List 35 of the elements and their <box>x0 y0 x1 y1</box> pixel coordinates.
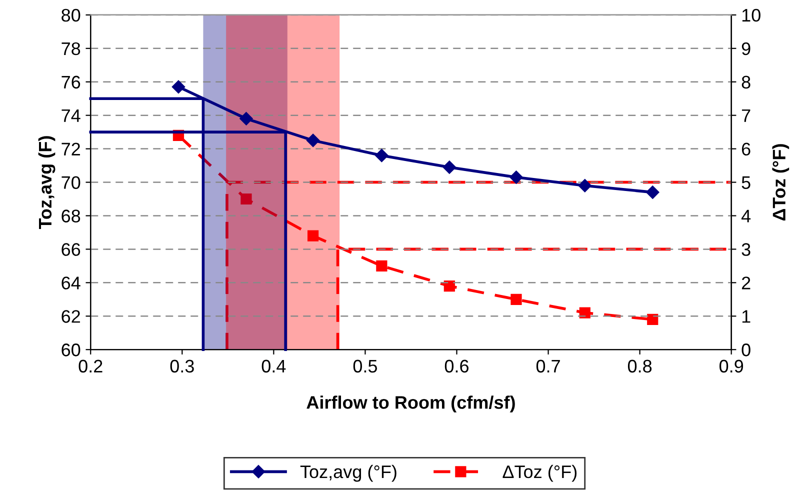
y2-tick-label: 6 <box>742 142 750 156</box>
y-tick-label: 76 <box>62 76 80 89</box>
y2-tick-label: 0 <box>742 344 750 356</box>
x-tick-label: 0.8 <box>628 360 652 373</box>
x-tick-label: 0.7 <box>536 360 560 373</box>
y-tick-label: 70 <box>62 176 80 189</box>
y2-tick-label: 3 <box>742 243 750 256</box>
x-tick-label: 0.6 <box>444 360 468 373</box>
legend-label: Toz,avg (°F) <box>300 464 396 482</box>
y2-tick-label: 5 <box>742 176 750 189</box>
y-tick-label: 68 <box>62 210 80 222</box>
y2-tick-label: 4 <box>741 210 751 222</box>
y2-tick-label: 8 <box>742 76 750 89</box>
y-tick-label: 78 <box>62 42 80 56</box>
y-axis-title: Toz,avg (F) <box>38 136 56 230</box>
y-tick-label: 80 <box>62 8 80 22</box>
x-tick-label: 0.5 <box>353 360 377 373</box>
y2-tick-label: 10 <box>742 8 760 22</box>
y-tick-label: 64 <box>62 276 80 290</box>
x-tick-label: 0.9 <box>719 360 744 373</box>
y-tick-label: 72 <box>62 142 80 156</box>
y-tick-label: 66 <box>62 243 80 256</box>
y-tick-label: 60 <box>62 344 80 356</box>
y2-tick-label: 9 <box>742 42 750 56</box>
x-tick-label: 0.4 <box>262 360 286 373</box>
y2-tick-label: 2 <box>742 276 750 290</box>
y2-tick-label: 1 <box>742 310 750 323</box>
legend-label: ΔToz (°F) <box>502 464 577 482</box>
x-tick-label: 0.2 <box>78 360 102 373</box>
y-tick-label: 62 <box>62 310 80 323</box>
y-tick-label: 74 <box>62 109 80 122</box>
x-axis-title: Airflow to Room (cfm/sf) <box>306 396 515 412</box>
y2-axis-title: ΔToz (°F) <box>772 144 790 221</box>
x-tick-label: 0.3 <box>170 360 194 373</box>
y2-tick-label: 7 <box>742 109 750 122</box>
